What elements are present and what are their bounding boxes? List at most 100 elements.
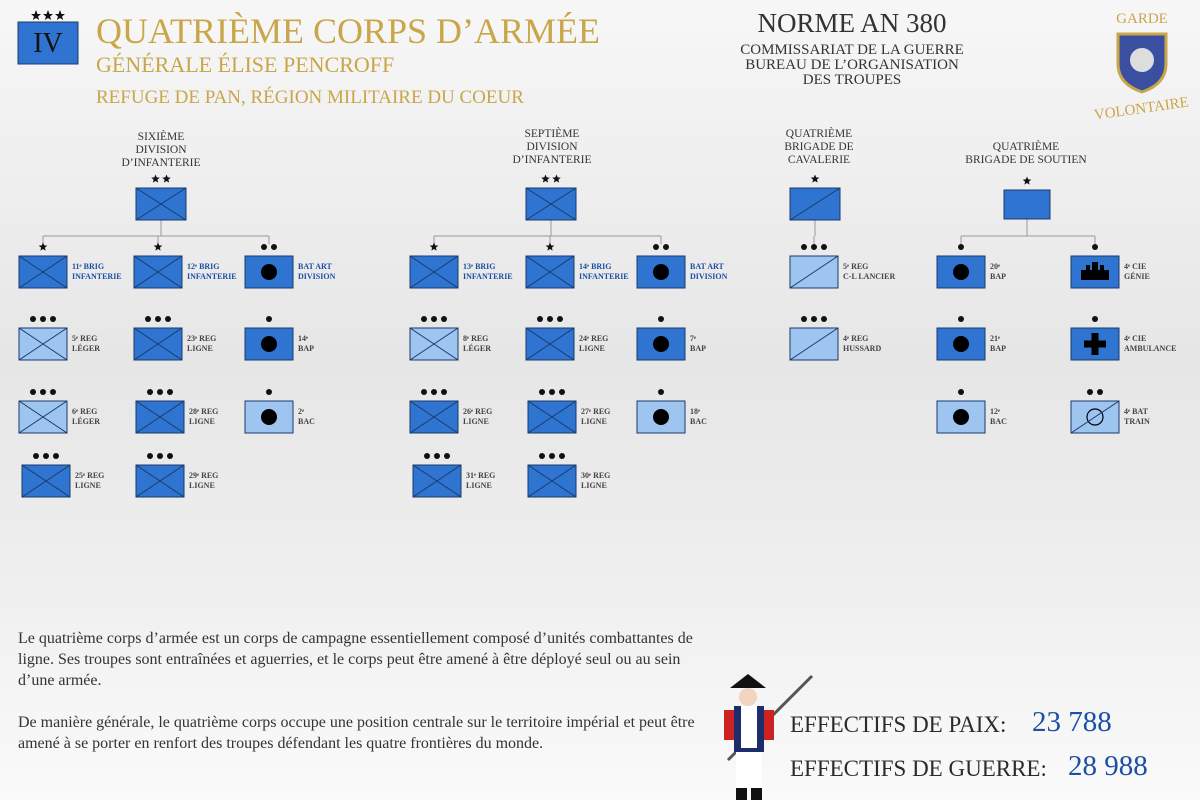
symbol-engineer [1081,262,1109,280]
commander: GÉNÉRALE ÉLISE PENCROFF [96,52,394,77]
symbol-dot [953,264,969,280]
symbol-line [789,187,841,221]
echelon-dot [421,316,427,322]
unit-label: 20ᵉ [990,262,1000,271]
symbol-dot [953,336,969,352]
unit-label: LIGNE [187,344,213,353]
echelon-dot [549,389,555,395]
symbol-dot [653,409,669,425]
echelon-dot [33,453,39,459]
symbol-line [1070,400,1120,434]
unit-label: BAT ART [298,262,333,271]
symbol-dot [261,264,277,280]
symbol-cross [1084,333,1106,355]
location: REFUGE DE PAN, RÉGION MILITAIRE DU COEUR [96,86,524,108]
symbol-dot [261,336,277,352]
soldier-illustration [724,674,814,800]
echelon-star [1022,176,1032,185]
echelon-dot [441,389,447,395]
unit-label: 27ᵉ REG [581,407,610,416]
unit-label: LIGNE [463,417,489,426]
unit-label: 2ᵉ [298,407,304,416]
echelon-dot [40,316,46,322]
badge-stars [31,10,65,20]
echelon-dot [165,316,171,322]
unit-symbol [1003,189,1051,220]
norm-line: COMMISSARIAT DE LA GUERRE [740,42,964,58]
unit-label: 21ᵉ [990,334,1000,343]
echelon-dot [958,316,964,322]
echelon-dot [1097,389,1103,395]
echelon-dot [261,244,267,250]
symbol-line [789,255,839,289]
unit-label: 13ᵉ BRIG [463,262,496,271]
echelon-dot [559,389,565,395]
unit-label: 18ᵉ [690,407,700,416]
stat-label: EFFECTIFS DE PAIX: [790,712,1007,737]
unit-label: 6ᵉ REG [72,407,97,416]
echelon-star [38,242,48,251]
echelon-dot [537,316,543,322]
unit-label: 30ᵉ REG [581,471,610,480]
echelon-dot [1092,244,1098,250]
echelon-dot [53,453,59,459]
echelon-star [429,242,439,251]
unit-label: INFANTERIE [579,272,629,281]
echelon-dot [549,453,555,459]
echelon-dot [40,389,46,395]
unit-label: 4ᵉ REG [843,334,868,343]
formation-label: BRIGADE DE [784,141,853,153]
unit-label: LÉGER [463,343,491,353]
echelon-dot [663,244,669,250]
symbol-line [21,464,71,498]
echelon-star [552,174,561,183]
unit-label: LIGNE [466,481,492,490]
echelon-dot [145,316,151,322]
unit-label: 5ᵉ REG [72,334,97,343]
echelon-dot [157,453,163,459]
formation-label: QUATRIÈME [993,139,1059,153]
echelon-star [162,174,171,183]
echelon-dot [30,316,36,322]
unit-label: LIGNE [581,417,607,426]
echelon-dot [444,453,450,459]
unit-label: INFANTERIE [187,272,237,281]
symbol-line [18,327,68,361]
symbol-dot [261,409,277,425]
formation-label: SIXIÈME [138,129,185,143]
unit-label: BAP [298,344,314,353]
echelon-dot [167,389,173,395]
echelon-dot [50,316,56,322]
norm-line: BUREAU DE L’ORGANISATION [745,57,959,73]
echelon-dot [167,453,173,459]
unit-label: 24ᵉ REG [579,334,608,343]
unit-label: BAP [990,344,1006,353]
symbol-line [409,255,459,289]
symbol-line [409,400,459,434]
symbol-dot [953,409,969,425]
unit-label: 8ᵉ REG [463,334,488,343]
unit-label: 29ᵉ REG [189,471,218,480]
echelon-dot [441,316,447,322]
unit-label: 26ᵉ REG [463,407,492,416]
formation-label: DIVISION [526,141,578,153]
formation-label: D’INFANTERIE [122,157,201,169]
norm-title: NORME AN 380 [757,8,946,38]
formation-label: QUATRIÈME [786,126,852,140]
logo-top: GARDE [1116,11,1168,27]
symbol-line [412,464,462,498]
unit-label: 4ᵉ CIE [1124,334,1146,343]
stat-label: EFFECTIFS DE GUERRE: [790,756,1047,781]
symbol-line [527,400,577,434]
unit-label: DIVISION [298,272,336,281]
unit-label: C-L LANCIER [843,272,895,281]
unit-label: INFANTERIE [463,272,513,281]
unit-label: 5ᵉ REG [843,262,868,271]
logo-bottom: VOLONTAIRE [1093,94,1190,123]
echelon-dot [811,244,817,250]
echelon-star [541,174,550,183]
echelon-dot [801,244,807,250]
badge-text: IV [33,28,63,59]
